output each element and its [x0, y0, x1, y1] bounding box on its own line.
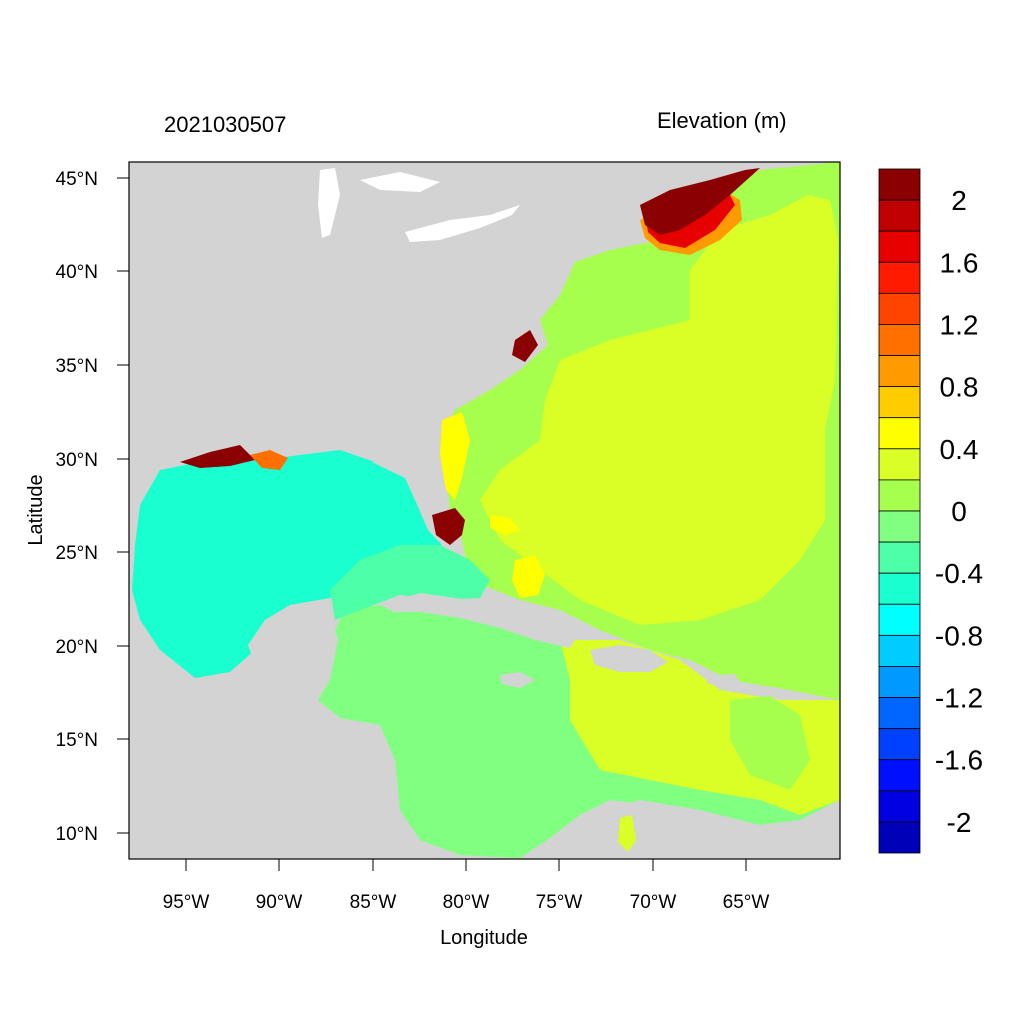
colorbar-tick-label: 1.6	[940, 247, 979, 278]
colorbar-swatch	[878, 417, 921, 450]
x-tick-label: 90°W	[256, 892, 303, 913]
y-tick-label: 35°N	[56, 356, 98, 377]
colorbar-swatch	[878, 261, 921, 294]
x-tick-label: 85°W	[350, 892, 397, 913]
lake-maracaibo	[618, 815, 636, 852]
south-america	[520, 800, 840, 858]
colorbar-swatch	[878, 510, 921, 543]
colorbar-swatch	[878, 324, 921, 356]
colorbar-swatch	[878, 479, 921, 512]
colorbar-swatch	[878, 199, 921, 232]
eastern-caribbean-inner	[730, 696, 810, 790]
colorbar-swatch	[878, 292, 921, 325]
colorbar-swatch	[878, 168, 921, 201]
colorbar-swatch	[878, 448, 921, 481]
bahamas-shoal	[512, 555, 545, 598]
x-tick-label: 65°W	[723, 892, 770, 913]
colorbar-tick-label: -0.4	[935, 558, 983, 589]
colorbar-swatch	[878, 230, 921, 263]
surge-south-florida	[432, 508, 465, 545]
florida-east-coast	[440, 412, 470, 500]
y-tick-label: 10°N	[56, 824, 98, 845]
y-tick-label: 40°N	[56, 262, 98, 283]
colorbar-tick-label: -2	[947, 807, 972, 838]
x-axis-title: Longitude	[440, 927, 528, 949]
x-tick-label: 95°W	[163, 892, 210, 913]
colorbar-swatch	[878, 790, 921, 823]
puerto-rico	[705, 674, 740, 684]
y-axis	[117, 177, 129, 834]
central-america	[129, 710, 440, 858]
colorbar-tick-label: 0.4	[940, 434, 979, 465]
colorbar-swatch	[878, 728, 921, 761]
surge-carolina	[512, 330, 538, 362]
colorbar	[878, 168, 921, 854]
bahamas-shoal-2	[490, 515, 520, 535]
timestamp-label: 2021030507	[164, 112, 287, 137]
colorbar-tick-label: -1.6	[935, 745, 983, 776]
colorbar-tick-label: -0.8	[935, 620, 983, 651]
y-tick-labels: 45°N 40°N 35°N 30°N 25°N 20°N 15°N 10°N	[56, 169, 98, 845]
y-tick-label: 20°N	[56, 637, 98, 658]
yucatan	[248, 612, 338, 705]
y-tick-label: 15°N	[56, 730, 98, 751]
gulf-of-mexico	[132, 450, 442, 678]
variable-title: Elevation (m)	[657, 108, 787, 133]
colorbar-tick-label: 0	[951, 496, 967, 527]
y-tick-label: 45°N	[56, 169, 98, 190]
x-tick-label: 70°W	[630, 892, 677, 913]
x-axis	[185, 859, 747, 871]
colorbar-tick-label: 2	[951, 185, 967, 216]
colorbar-swatch	[878, 759, 921, 792]
colorbar-labels: 2 1.6 1.2 0.8 0.4 0 -0.4 -0.8 -1.2 -1.6 -2	[935, 185, 983, 838]
x-tick-label: 80°W	[443, 892, 490, 913]
colorbar-tick-label: -1.2	[935, 683, 983, 714]
florida-straits	[330, 545, 490, 620]
colorbar-swatch	[878, 355, 921, 388]
colorbar-swatch	[878, 697, 921, 730]
great-lakes	[318, 168, 520, 242]
y-tick-label: 30°N	[56, 450, 98, 471]
hispaniola	[590, 645, 668, 672]
colorbar-swatch	[878, 603, 921, 636]
colorbar-tick-label: 1.2	[940, 309, 979, 340]
map-area	[129, 162, 840, 859]
x-tick-label: 75°W	[536, 892, 583, 913]
surge-gulf-of-maine-core	[640, 168, 760, 235]
cuba	[380, 593, 575, 648]
colorbar-swatch	[878, 821, 921, 854]
colorbar-swatch	[878, 634, 921, 667]
y-tick-label: 25°N	[56, 543, 98, 564]
colorbar-swatch	[878, 572, 921, 605]
x-tick-labels: 95°W 90°W 85°W 80°W 75°W 70°W 65°W	[163, 892, 770, 913]
colorbar-swatch	[878, 666, 921, 698]
surge-gulf-coast	[180, 445, 255, 468]
colorbar-swatch	[878, 386, 921, 419]
atlantic-core	[480, 195, 838, 625]
plot-frame	[128, 161, 841, 860]
colorbar-swatch	[878, 541, 921, 574]
jamaica	[500, 672, 535, 688]
surge-louisiana	[250, 450, 288, 470]
y-axis-title: Latitude	[25, 474, 47, 545]
colorbar-tick-label: 0.8	[940, 372, 979, 403]
